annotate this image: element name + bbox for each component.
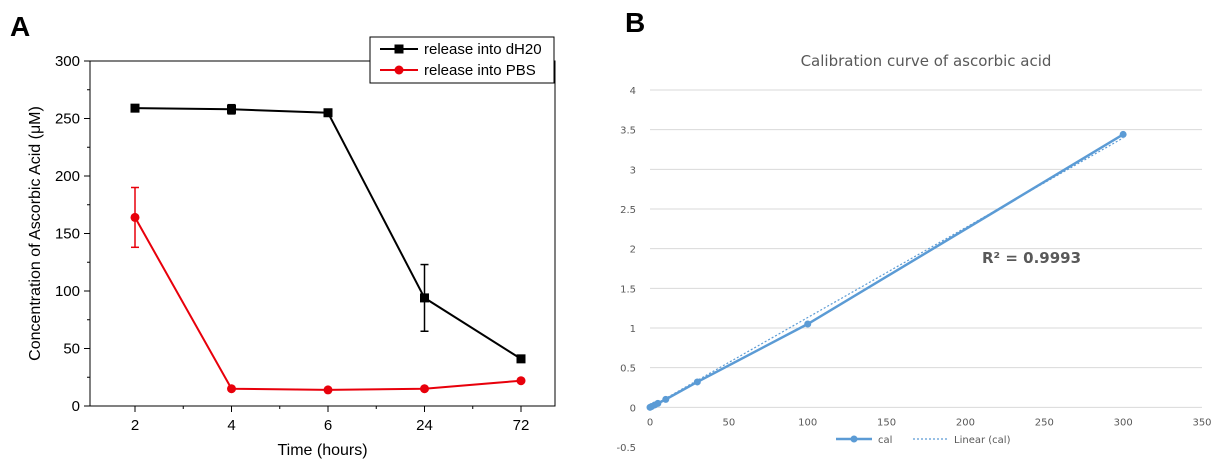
- data-point-b: [693, 378, 701, 386]
- x-tick-label-a: 6: [324, 417, 332, 434]
- y-tick-label-b: 0.5: [620, 364, 636, 375]
- x-tick-label-b: 0: [647, 417, 653, 428]
- x-tick-label-b: 250: [1035, 417, 1054, 428]
- y-tick-label-b: 4: [630, 86, 636, 97]
- x-tick-label-b: 50: [722, 417, 735, 428]
- data-point-a: [323, 385, 333, 395]
- y-tick-label-a: 150: [55, 226, 80, 243]
- data-point-a: [130, 212, 140, 222]
- y-tick-label-b: 2.5: [620, 205, 636, 216]
- chart-title-b: Calibration curve of ascorbic acid: [801, 52, 1052, 70]
- legend-label-a: release into dH20: [424, 41, 542, 58]
- panel-letter-a: A: [10, 11, 30, 42]
- legend-label-a: release into PBS: [424, 62, 536, 79]
- y-tick-label-b: 3: [630, 165, 636, 176]
- y-tick-label-a: 250: [55, 111, 80, 128]
- y-tick-label-b: -0.5: [616, 443, 636, 454]
- data-point-a: [516, 376, 526, 386]
- legend-trendline-label-b: Linear (cal): [954, 435, 1011, 446]
- y-tick-label-b: 1: [630, 324, 636, 335]
- data-point-a: [516, 354, 526, 364]
- data-point-a: [227, 384, 236, 394]
- data-point-b: [662, 395, 670, 403]
- data-point-a: [420, 293, 429, 303]
- y-tick-label-a: 100: [55, 283, 80, 300]
- y-tick-label-b: 0: [630, 403, 636, 414]
- legend-marker-a: [394, 65, 404, 75]
- y-tick-label-a: 50: [63, 341, 80, 358]
- x-tick-label-a: 4: [227, 417, 235, 434]
- legend-marker-b: [850, 435, 858, 443]
- panel-letter-b: B: [625, 7, 645, 38]
- x-tick-label-b: 300: [1114, 417, 1133, 428]
- x-tick-label-a: 2: [131, 417, 139, 434]
- data-point-b: [1119, 130, 1127, 138]
- data-point-a: [130, 103, 140, 113]
- x-tick-label-b: 150: [877, 417, 896, 428]
- x-axis-label-a: Time (hours): [277, 442, 367, 459]
- data-point-a: [227, 104, 236, 114]
- y-tick-label-b: 3.5: [620, 126, 636, 137]
- y-tick-label-a: 200: [55, 168, 80, 185]
- legend-label-b: cal: [878, 435, 892, 446]
- x-tick-label-b: 350: [1192, 417, 1211, 428]
- chart-b: Calibration curve of ascorbic acid-0.500…: [616, 52, 1211, 454]
- data-point-b: [804, 320, 812, 328]
- data-point-a: [420, 384, 429, 394]
- y-tick-label-b: 1.5: [620, 284, 636, 295]
- y-axis-label-a: Concentration of Ascorbic Acid (μM): [27, 106, 44, 361]
- y-tick-label-a: 300: [55, 53, 80, 70]
- y-tick-label-a: 0: [72, 398, 80, 415]
- r-squared-annotation: R² = 0.9993: [982, 249, 1081, 267]
- y-tick-label-b: 2: [630, 245, 636, 256]
- x-tick-label-a: 24: [416, 417, 433, 434]
- x-tick-label-b: 200: [956, 417, 975, 428]
- x-tick-label-a: 72: [513, 417, 530, 434]
- series-line-a: [134, 216, 522, 391]
- data-point-b: [654, 399, 662, 407]
- legend-marker-a: [394, 44, 404, 54]
- data-point-a: [323, 108, 333, 118]
- x-tick-label-b: 100: [798, 417, 817, 428]
